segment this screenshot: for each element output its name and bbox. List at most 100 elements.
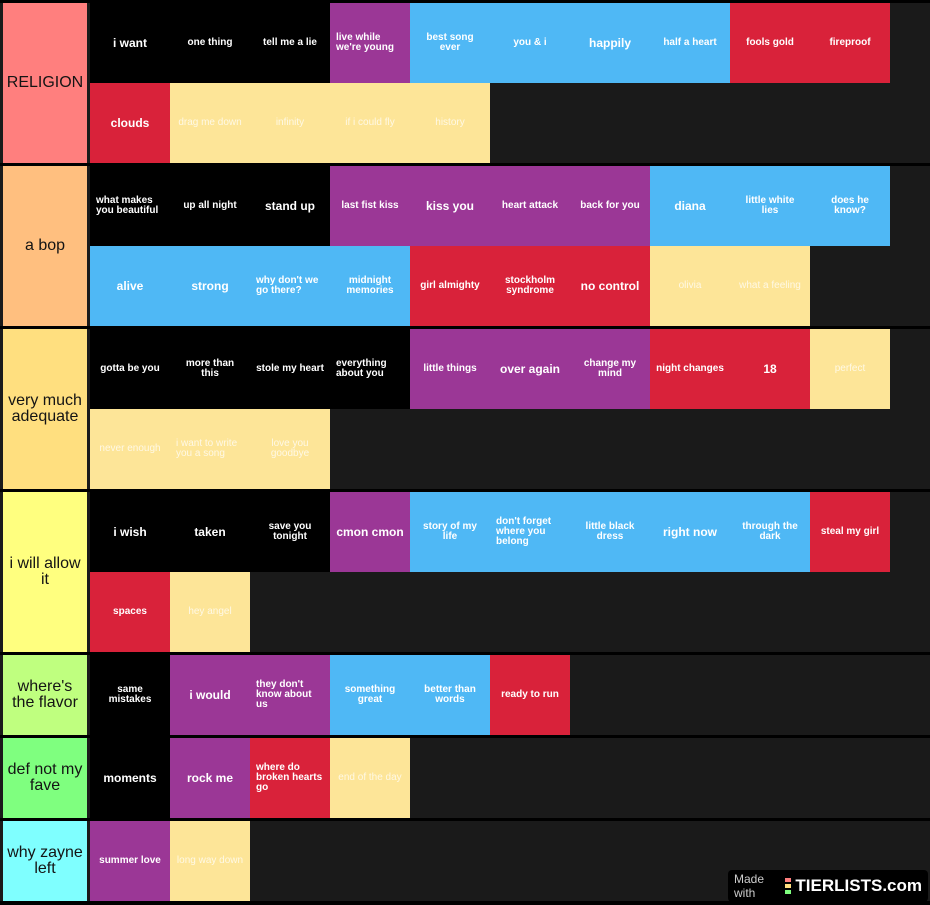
tier-item[interactable]: clouds [90, 83, 170, 163]
tier-item[interactable]: one thing [170, 3, 250, 83]
tier-item[interactable]: spaces [90, 572, 170, 652]
tier-item[interactable]: never enough [90, 409, 170, 489]
tier-item[interactable]: right now [650, 492, 730, 572]
tier-item[interactable]: what a feeling [730, 246, 810, 326]
tier-item-label: does he know? [831, 195, 869, 216]
tier-item-label: if i could fly [345, 117, 395, 128]
tier-item-label: stockholm syndrome [504, 275, 555, 296]
tier-label[interactable]: RELIGION [3, 3, 87, 163]
tier-item[interactable]: rock me [170, 738, 250, 818]
tier-item[interactable]: where do broken hearts go [250, 738, 330, 818]
tier-item[interactable]: what makes you beautiful [90, 166, 170, 246]
tier-label[interactable]: where's the flavor [3, 655, 87, 735]
tier-item[interactable]: why don't we go there? [250, 246, 330, 326]
tier-item[interactable]: fools gold [730, 3, 810, 83]
tier-item[interactable]: same mistakes [90, 655, 170, 735]
tier-item[interactable]: moments [90, 738, 170, 818]
tier-items: moments rock me where do broken hearts go e… [90, 738, 890, 818]
tier-item[interactable]: you & i [490, 3, 570, 83]
tier-item[interactable]: stockholm syndrome [490, 246, 570, 326]
tier-item[interactable]: best song ever [410, 3, 490, 83]
tier-label[interactable]: why zayne left [3, 821, 87, 901]
tier-label[interactable]: i will allow it [3, 492, 87, 652]
tier-item[interactable]: heart attack [490, 166, 570, 246]
tier-item[interactable]: i would [170, 655, 250, 735]
tier-item-label: what a feeling [739, 280, 801, 291]
tier-item[interactable]: little white lies [730, 166, 810, 246]
tier-item[interactable]: they don't know about us [250, 655, 330, 735]
tier-item[interactable]: happily [570, 3, 650, 83]
tier-item[interactable]: everything about you [330, 329, 410, 409]
tier-item[interactable]: tell me a lie [250, 3, 330, 83]
tier-item[interactable]: fireproof [810, 3, 890, 83]
tier-items: i wish taken save you tonight cmon cmon stor… [90, 492, 890, 652]
tier-item-label: happily [588, 36, 631, 50]
tier-row: a bop what makes you beautiful up all nigh… [0, 166, 930, 326]
tier-item[interactable]: gotta be you [90, 329, 170, 409]
tier-item[interactable]: alive [90, 246, 170, 326]
tier-items: i want one thing tell me a lie live while w… [90, 3, 890, 163]
tier-label[interactable]: def not my fave [3, 738, 87, 818]
tier-item[interactable]: through the dark [730, 492, 810, 572]
tier-item[interactable]: does he know? [810, 166, 890, 246]
tier-item[interactable]: night changes [650, 329, 730, 409]
tier-item[interactable]: end of the day [330, 738, 410, 818]
watermark[interactable]: Made with TIERLISTS.com [728, 870, 928, 902]
tier-label[interactable]: a bop [3, 166, 87, 326]
tier-item-label: live while we're young [336, 32, 394, 53]
tier-item-label: olivia [678, 280, 702, 291]
tier-item[interactable]: olivia [650, 246, 730, 326]
tier-label[interactable]: very much adequate [3, 329, 87, 489]
tier-item[interactable]: live while we're young [330, 3, 410, 83]
tier-row: RELIGION i want one thing tell me a lie live… [0, 3, 930, 163]
tier-item[interactable]: kiss you [410, 166, 490, 246]
tier-item[interactable]: back for you [570, 166, 650, 246]
tier-item[interactable]: i want [90, 3, 170, 83]
tier-item[interactable]: stand up [250, 166, 330, 246]
tier-item[interactable]: up all night [170, 166, 250, 246]
tier-item[interactable]: over again [490, 329, 570, 409]
tier-item[interactable]: taken [170, 492, 250, 572]
tier-item[interactable]: don't forget where you belong [490, 492, 570, 572]
tier-item[interactable]: midnight memories [330, 246, 410, 326]
tier-item-label: up all night [183, 200, 237, 211]
tier-item[interactable]: little things [410, 329, 490, 409]
tier-item-label: you & i [513, 37, 547, 48]
tier-item[interactable]: if i could fly [330, 83, 410, 163]
tier-item-label: heart attack [501, 200, 559, 211]
tier-item-label: diana [674, 199, 706, 213]
tier-item[interactable]: history [410, 83, 490, 163]
tier-item[interactable]: half a heart [650, 3, 730, 83]
tier-item[interactable]: 18 [730, 329, 810, 409]
tier-item[interactable]: last fist kiss [330, 166, 410, 246]
tier-item[interactable]: love you goodbye [250, 409, 330, 489]
tier-item[interactable]: i want to write you a song [170, 409, 250, 489]
tier-item-label: fools gold [746, 37, 794, 48]
tier-item[interactable]: change my mind [570, 329, 650, 409]
tier-item[interactable]: no control [570, 246, 650, 326]
tier-item[interactable]: diana [650, 166, 730, 246]
tier-item[interactable]: perfect [810, 329, 890, 409]
tier-item[interactable]: girl almighty [410, 246, 490, 326]
tier-item[interactable]: stole my heart [250, 329, 330, 409]
tier-item[interactable]: more than this [170, 329, 250, 409]
tier-item[interactable]: story of my life [410, 492, 490, 572]
tier-item[interactable]: i wish [90, 492, 170, 572]
tier-item[interactable]: something great [330, 655, 410, 735]
tier-item[interactable]: better than words [410, 655, 490, 735]
tier-item-label: i want [112, 36, 147, 50]
tier-item[interactable]: strong [170, 246, 250, 326]
tier-items: gotta be you more than this stole my heart… [90, 329, 890, 489]
tier-item[interactable]: hey angel [170, 572, 250, 652]
tier-item[interactable]: save you tonight [250, 492, 330, 572]
tier-item[interactable]: steal my girl [810, 492, 890, 572]
tier-item-label: where do broken hearts go [256, 762, 323, 793]
tier-item[interactable]: cmon cmon [330, 492, 410, 572]
tier-item[interactable]: summer love [90, 821, 170, 901]
tier-item[interactable]: infinity [250, 83, 330, 163]
tier-item[interactable]: ready to run [490, 655, 570, 735]
tier-item[interactable]: drag me down [170, 83, 250, 163]
tier-item[interactable]: little black dress [570, 492, 650, 572]
tier-item[interactable]: long way down [170, 821, 250, 901]
